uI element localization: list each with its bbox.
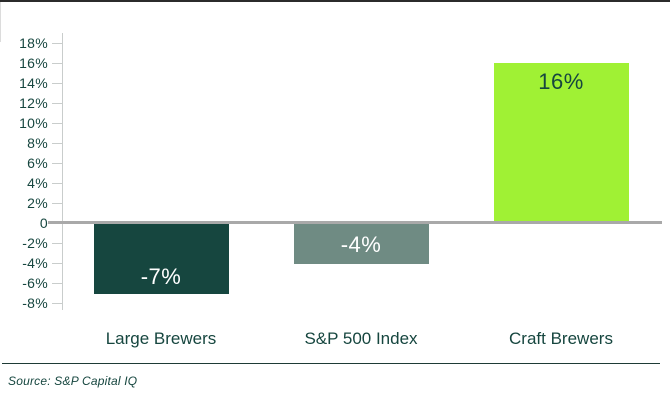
y-axis-tick-mark [52,243,62,244]
y-axis-tick-label: 12% [19,95,48,111]
x-axis-category-label: Large Brewers [105,329,217,348]
y-axis-tick-mark [52,203,62,204]
y-axis-tick-label: 6% [27,155,48,171]
y-axis-tick-mark [52,143,62,144]
bar-craft-brewers: 16% [493,63,629,223]
y-axis-tick-label: 10% [19,115,48,131]
y-axis-tick-mark [52,163,62,164]
y-axis-tick-mark [52,123,62,124]
y-axis-tick-mark [52,303,62,304]
top-border-rule [0,0,670,2]
y-axis-tick-mark [52,83,62,84]
y-axis-tick-label: -2% [22,235,48,251]
x-axis-category-label: Craft Brewers [509,329,613,348]
y-axis-tick-label: -6% [22,275,48,291]
bar-value-label: -7% [140,264,182,289]
source-note: Source: S&P Capital IQ [8,374,138,388]
y-axis-tick-label: 14% [19,75,48,91]
y-axis-line [62,33,63,310]
y-axis-tick-label: -8% [22,295,48,311]
y-axis-tick-label: -4% [22,255,48,271]
x-axis-category-label: S&P 500 Index [304,329,418,348]
y-axis-tick-mark [52,43,62,44]
bar-s-p-500-index: -4% [293,224,429,264]
bar-large-brewers: -7% [93,224,229,294]
bar-value-label: -4% [340,232,382,257]
bar-value-label: 16% [538,69,584,94]
zero-baseline [48,221,662,224]
y-axis-tick-label: 4% [27,175,48,191]
footer-divider [2,363,660,364]
left-edge-rule [0,2,1,42]
y-axis-tick-label: 18% [19,35,48,51]
y-axis-tick-mark [52,103,62,104]
y-axis-tick-label: 0 [39,215,48,231]
y-axis-tick-mark [52,263,62,264]
y-axis-tick-mark [52,183,62,184]
y-axis-tick-label: 16% [19,55,48,71]
y-axis-tick-mark [52,63,62,64]
y-axis-tick-label: 8% [27,135,48,151]
y-axis-tick-label: 2% [27,195,48,211]
y-axis-tick-mark [52,283,62,284]
